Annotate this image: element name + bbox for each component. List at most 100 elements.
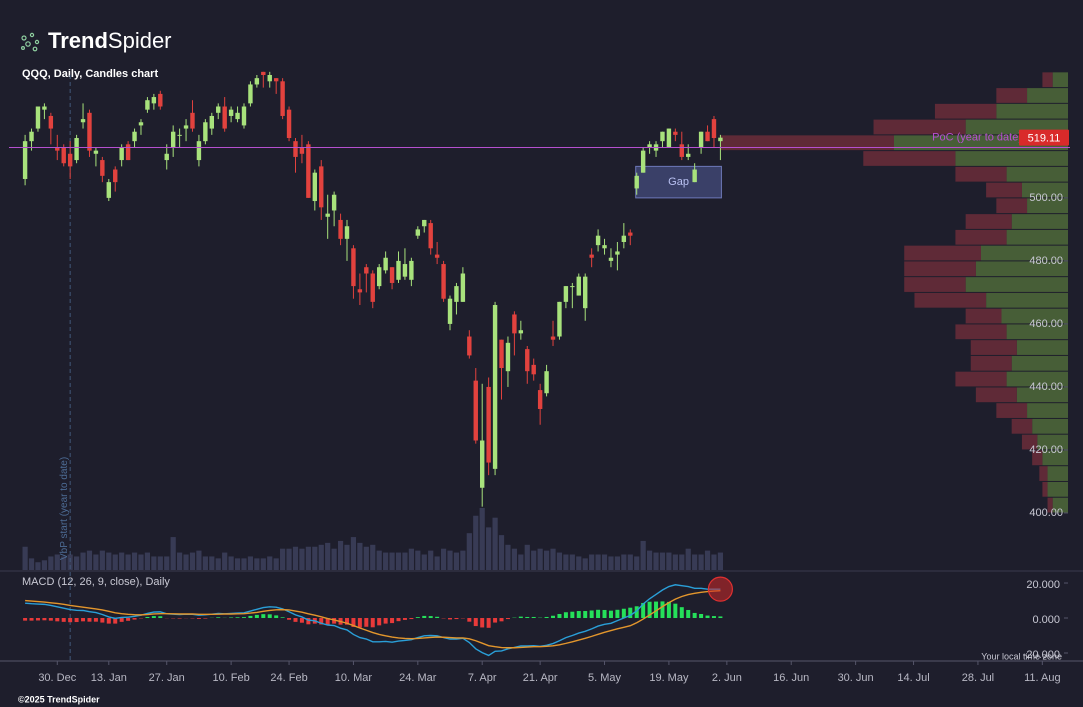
macd-histogram-bar [29,618,34,621]
profile-down [904,277,966,292]
volume-bar [80,552,86,570]
volume-bar [28,558,35,570]
volume-bar [267,556,273,570]
candle-body [634,175,639,189]
chart-title: QQQ, Daily, Candles chart [22,68,158,80]
volume-bar [569,554,575,570]
volume-bar [646,550,653,570]
profile-down [1039,466,1048,481]
volume-bars [22,508,724,570]
candle-body [286,109,292,139]
x-axis: 30. Dec 13. Jan 27. Jan 10. Feb 24. Feb 10. M… [38,661,1061,684]
volume-bar [408,548,414,570]
macd-histogram-bar [177,618,182,619]
macd-histogram-bar [235,617,240,619]
x-tick-label: 28. Jul [962,672,994,684]
volume-bar [395,552,402,570]
volume-bar [511,548,517,570]
macd-y-tick-label: 0.000 [1032,614,1060,626]
x-tick-label: 2. Jun [712,672,742,684]
volume-bar [685,548,691,570]
profile-up [965,277,1068,292]
profile-down [873,119,966,135]
volume-bar [196,550,202,570]
volume-bar [659,552,666,570]
candle-body [666,128,672,148]
volume-bar [41,560,48,570]
volume-bar [318,544,324,570]
candle-body [434,254,440,258]
macd-histogram-bar [608,610,613,619]
price-tag [1019,129,1069,146]
candle-body [42,106,47,110]
volume-bar [93,554,99,570]
volume-bar [621,554,627,570]
candle-body [35,106,41,129]
profile-down [720,135,894,151]
candle-body [93,150,99,154]
macd-histogram-bar [486,618,491,628]
volume-bar [305,546,311,570]
x-tick-label: 30. Dec [38,672,76,684]
profile-down [1021,434,1038,450]
volume-bar [415,550,421,570]
x-tick-label: 24. Feb [270,672,307,684]
volume-bar [653,552,659,570]
volume-bar [492,517,498,570]
volume-bar [215,558,221,570]
candle-body [525,349,530,372]
candle-body [344,226,350,239]
poc-label: PoC (year to date) [932,131,1022,143]
candle-body [261,71,266,75]
candle-body [718,137,723,142]
volume-bar [337,540,344,570]
volume-bar [112,554,118,570]
gap-box [635,165,722,199]
candle-body [602,245,607,249]
volume-bar [209,556,215,570]
candle-body [383,257,388,271]
candle-body [679,144,684,157]
macd-histogram-bar [711,616,716,619]
candle-body [692,169,697,183]
macd-histogram-bar [93,618,98,622]
macd-highlight [707,576,734,602]
candle-body [628,232,633,236]
candle-body [583,276,588,309]
candle-body [550,336,556,340]
macd-histogram-bar [216,617,221,619]
candle-body [254,78,260,85]
macd-histogram-bar [551,615,556,619]
profile-down [965,308,1002,324]
candle-body [615,251,620,255]
candle-body [673,131,678,135]
macd-histogram-bar [628,607,633,619]
macd-histogram-bar [544,616,549,619]
candle-body [119,147,124,161]
candle-body [312,172,318,202]
candle-body [473,380,478,441]
volume-bar [125,554,131,570]
macd-histogram-bar [435,616,440,619]
volume-bar [505,544,511,570]
candle-body [563,286,569,302]
macd-line [25,590,721,649]
volume-bar [704,550,711,570]
volume-bar [331,548,337,570]
profile-up [996,103,1068,119]
volume-bar [556,552,563,570]
macd-histogram-bar [563,612,568,619]
candle-body [396,260,401,280]
profile-down [986,182,1022,198]
price-tag-label: 519.11 [1028,133,1061,145]
x-tick-label: 27. Jan [149,672,185,684]
candle-body [608,257,614,261]
macd-histogram-bar [306,618,311,625]
brand-light: Spider [108,28,172,53]
macd-histogram-bar [660,601,665,619]
y-tick-label: 460.00 [1029,318,1063,330]
volume-bar [363,546,369,570]
volume-bar [260,558,266,570]
volume-bar [286,548,292,570]
